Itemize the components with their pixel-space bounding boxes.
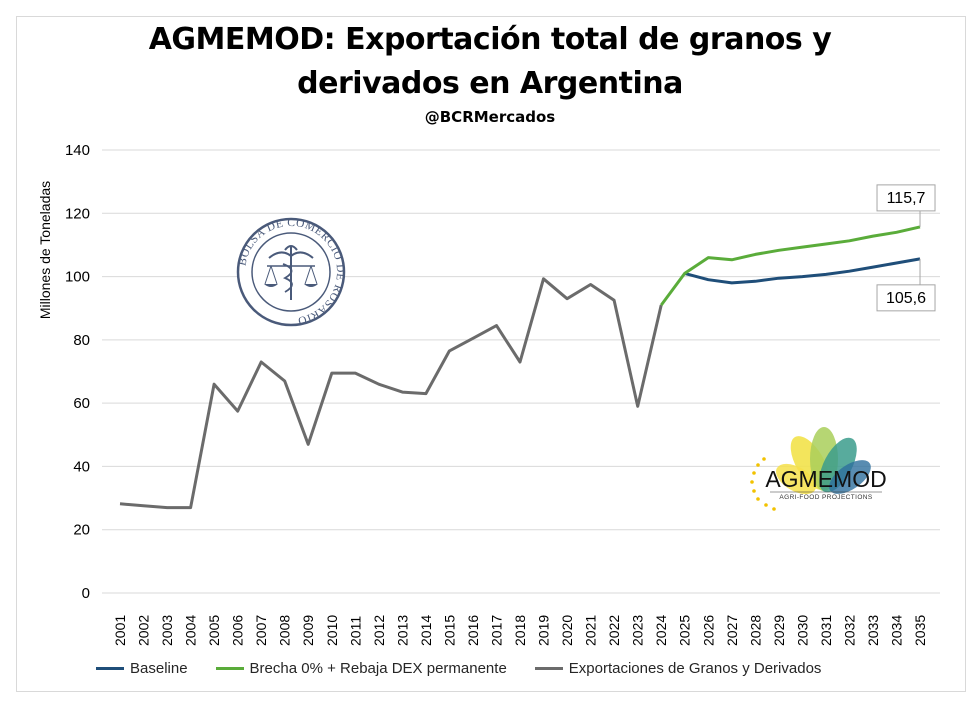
x-tick-label: 2004 [183, 615, 199, 646]
x-tick-label: 2012 [371, 615, 387, 646]
gridlines [102, 149, 940, 594]
x-tick-label: 2014 [418, 615, 434, 646]
callout-box [876, 184, 936, 212]
chart-legend: Baseline Brecha 0% + Rebaja DEX permanent… [96, 660, 849, 677]
y-tick-label: 140 [65, 142, 90, 159]
legend-label: Baseline [130, 660, 188, 677]
y-tick-label: 120 [65, 205, 90, 222]
chart-subtitle: @BCRMercados [424, 108, 556, 126]
x-tick-label: 2027 [724, 615, 740, 646]
x-tick-label: 2008 [277, 615, 293, 646]
x-tick-label: 2023 [630, 615, 646, 646]
x-tick-label: 2035 [912, 615, 928, 646]
x-tick-label: 2033 [865, 615, 881, 646]
series-lines [119, 225, 921, 510]
x-tick-label: 2002 [136, 615, 152, 646]
legend-swatch [96, 667, 124, 670]
x-tick-label: 2017 [488, 615, 504, 646]
x-tick-label: 2013 [394, 615, 410, 646]
legend-label: Brecha 0% + Rebaja DEX permanente [249, 660, 507, 677]
y-tick-label: 40 [73, 458, 90, 475]
x-tick-label: 2007 [253, 615, 269, 646]
x-tick-label: 2031 [818, 615, 834, 646]
y-tick-labels: 0 20 40 60 80 100 120 140 [65, 142, 90, 602]
x-tick-label: 2018 [512, 615, 528, 646]
series-line-brecha-0-rebaja-dex-permanente [659, 225, 921, 306]
svg-text:AGRI-FOOD PROJECTIONS: AGRI-FOOD PROJECTIONS [779, 494, 873, 501]
x-tick-label: 2015 [441, 615, 457, 646]
x-tick-label: 2019 [536, 615, 552, 646]
chart-title-line2: derivados en Argentina [297, 66, 683, 101]
x-tick-label: 2010 [324, 615, 340, 646]
bcr-seal-logo: BOLSA DE COMERCIO DE ROSARIO [236, 217, 345, 327]
x-tick-label: 2001 [112, 615, 128, 646]
legend-item: Baseline [96, 660, 188, 677]
x-tick-label: 2003 [159, 615, 175, 646]
chart-title-line1: AGMEMOD: Exportación total de granos y [148, 22, 832, 57]
series-line-baseline [684, 257, 921, 285]
x-tick-label: 2006 [230, 615, 246, 646]
x-tick-labels: 2001 2002 2003 2004 2005 2006 2007 2008 2009 2010… [112, 615, 928, 646]
x-tick-label: 2026 [700, 615, 716, 646]
chart-frame [16, 16, 966, 692]
x-tick-label: 2034 [888, 615, 904, 646]
x-tick-label: 2024 [653, 615, 669, 646]
x-tick-label: 2020 [559, 615, 575, 646]
svg-text:AGMEMOD: AGMEMOD [765, 466, 886, 492]
x-tick-label: 2021 [583, 615, 599, 646]
x-tick-label: 2005 [206, 615, 222, 646]
y-tick-label: 0 [82, 585, 90, 602]
callout-box [876, 284, 936, 312]
x-tick-label: 2016 [465, 615, 481, 646]
y-axis-label: Millones de Toneladas [37, 181, 53, 319]
x-tick-label: 2030 [794, 615, 810, 646]
y-tick-label: 100 [65, 269, 90, 286]
y-tick-label: 80 [73, 332, 90, 349]
data-callouts: 115,7 105,6 [876, 184, 936, 312]
callout-label: 105,6 [886, 290, 926, 307]
legend-swatch [215, 667, 244, 670]
y-tick-label: 20 [73, 522, 90, 539]
x-tick-label: 2009 [300, 615, 316, 646]
series-line-exportaciones-de-granos-y-derivados [119, 277, 663, 510]
x-tick-label: 2011 [347, 616, 363, 646]
legend-swatch [534, 667, 563, 670]
x-tick-label: 2032 [841, 615, 857, 646]
legend-label: Exportaciones de Granos y Derivados [568, 660, 822, 677]
agmemod-logo: AGMEMOD AGRI-FOOD PROJECTIONS [750, 427, 887, 511]
x-tick-label: 2029 [771, 615, 787, 646]
y-tick-label: 60 [73, 395, 90, 412]
legend-item: Brecha 0% + Rebaja DEX permanente [215, 660, 507, 677]
x-tick-label: 2025 [677, 615, 693, 646]
x-tick-label: 2022 [606, 615, 622, 646]
legend-item: Exportaciones de Granos y Derivados [534, 660, 822, 677]
callout-label: 115,7 [887, 190, 926, 207]
x-tick-label: 2028 [747, 615, 763, 646]
